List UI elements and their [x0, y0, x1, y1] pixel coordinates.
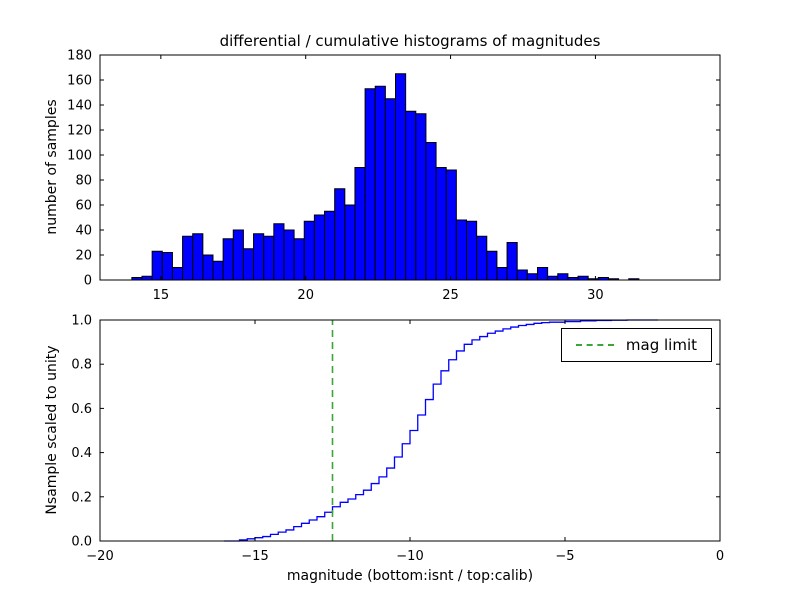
- histogram-bar: [161, 252, 173, 281]
- bottom-xtick-label: 0: [716, 549, 724, 564]
- histogram-bar: [324, 210, 336, 281]
- histogram-bar: [212, 260, 224, 281]
- bottom-ytick-label: 0.0: [71, 535, 92, 550]
- histogram-bar: [415, 113, 427, 281]
- top-ytick-label: 40: [75, 224, 92, 239]
- histogram-bar: [232, 229, 244, 281]
- histogram-bar: [384, 98, 397, 281]
- histogram-bar: [395, 73, 407, 281]
- top-xtick-label: 20: [297, 288, 314, 303]
- histogram-bar: [476, 235, 488, 281]
- histogram-bar: [202, 254, 214, 281]
- top-ytick-label: 180: [67, 49, 92, 64]
- histogram-bar: [344, 204, 356, 281]
- top-ytick-label: 20: [75, 249, 92, 264]
- histogram-bar: [445, 169, 457, 281]
- histogram-bar: [547, 275, 559, 281]
- histogram-bar: [283, 229, 295, 281]
- top-xtick-label: 15: [153, 288, 170, 303]
- histogram-bar: [151, 250, 163, 281]
- histogram-bar: [273, 223, 285, 281]
- top-axes-frame: [99, 54, 721, 281]
- histogram-bar: [374, 85, 386, 281]
- legend: mag limit: [560, 328, 712, 362]
- histogram-bar: [171, 267, 184, 281]
- cumulative-step-line: [224, 319, 658, 542]
- histogram-bar: [253, 233, 265, 281]
- bottom-ytick-label: 0.2: [71, 490, 92, 505]
- histogram-bar: [313, 214, 326, 281]
- histogram-bar: [303, 220, 315, 281]
- legend-label: mag limit: [625, 336, 697, 354]
- histogram-bar: [577, 275, 589, 281]
- bottom-ytick-label: 0.4: [71, 446, 92, 461]
- histogram-bar: [222, 238, 234, 281]
- bottom-xtick-label: −15: [241, 549, 268, 564]
- histogram-bar: [536, 267, 549, 281]
- histogram-bar: [263, 235, 275, 281]
- top-ytick-label: 0: [84, 274, 92, 289]
- histogram-bar: [435, 167, 447, 281]
- histogram-bar: [334, 188, 346, 281]
- histogram-bar: [141, 275, 153, 281]
- histogram-bar: [466, 220, 478, 281]
- histogram-bar: [455, 219, 467, 281]
- bottom-xtick-label: −5: [555, 549, 574, 564]
- legend-line-sample: [575, 344, 614, 346]
- top-ytick-label: 160: [67, 74, 92, 89]
- histogram-bar: [526, 273, 538, 281]
- histogram-bar: [425, 142, 437, 281]
- histogram-bar: [557, 273, 569, 281]
- bottom-ytick-label: 1.0: [71, 314, 92, 329]
- histogram-bar: [354, 167, 366, 281]
- bottom-xtick-label: −10: [396, 549, 423, 564]
- top-xtick-label: 25: [442, 288, 459, 303]
- histogram-bar: [516, 269, 528, 281]
- bottom-xtick-label: −20: [86, 549, 113, 564]
- histogram-bar: [242, 248, 255, 281]
- top-ytick-label: 120: [67, 124, 92, 139]
- top-ylabel: number of samples: [44, 99, 60, 235]
- top-ytick-label: 100: [67, 149, 92, 164]
- top-ytick-label: 60: [75, 199, 92, 214]
- top-ytick-label: 80: [75, 174, 92, 189]
- histogram-bar: [182, 235, 194, 281]
- xlabel: magnitude (bottom:isnt / top:calib): [286, 568, 534, 584]
- bottom-ylabel: Nsample scaled to unity: [44, 345, 60, 515]
- chart-title: differential / cumulative histograms of …: [219, 32, 601, 50]
- histogram-bar: [496, 267, 508, 281]
- top-ytick-label: 140: [67, 99, 92, 114]
- bottom-ytick-label: 0.8: [71, 358, 92, 373]
- histogram-bar: [405, 110, 417, 281]
- histogram-bar: [293, 238, 305, 281]
- histogram-bar: [486, 250, 498, 281]
- bottom-ytick-label: 0.6: [71, 402, 92, 417]
- histogram-bar: [192, 233, 204, 281]
- histogram-bar: [506, 242, 518, 281]
- histogram-bar: [364, 88, 376, 281]
- top-xtick-label: 30: [587, 288, 604, 303]
